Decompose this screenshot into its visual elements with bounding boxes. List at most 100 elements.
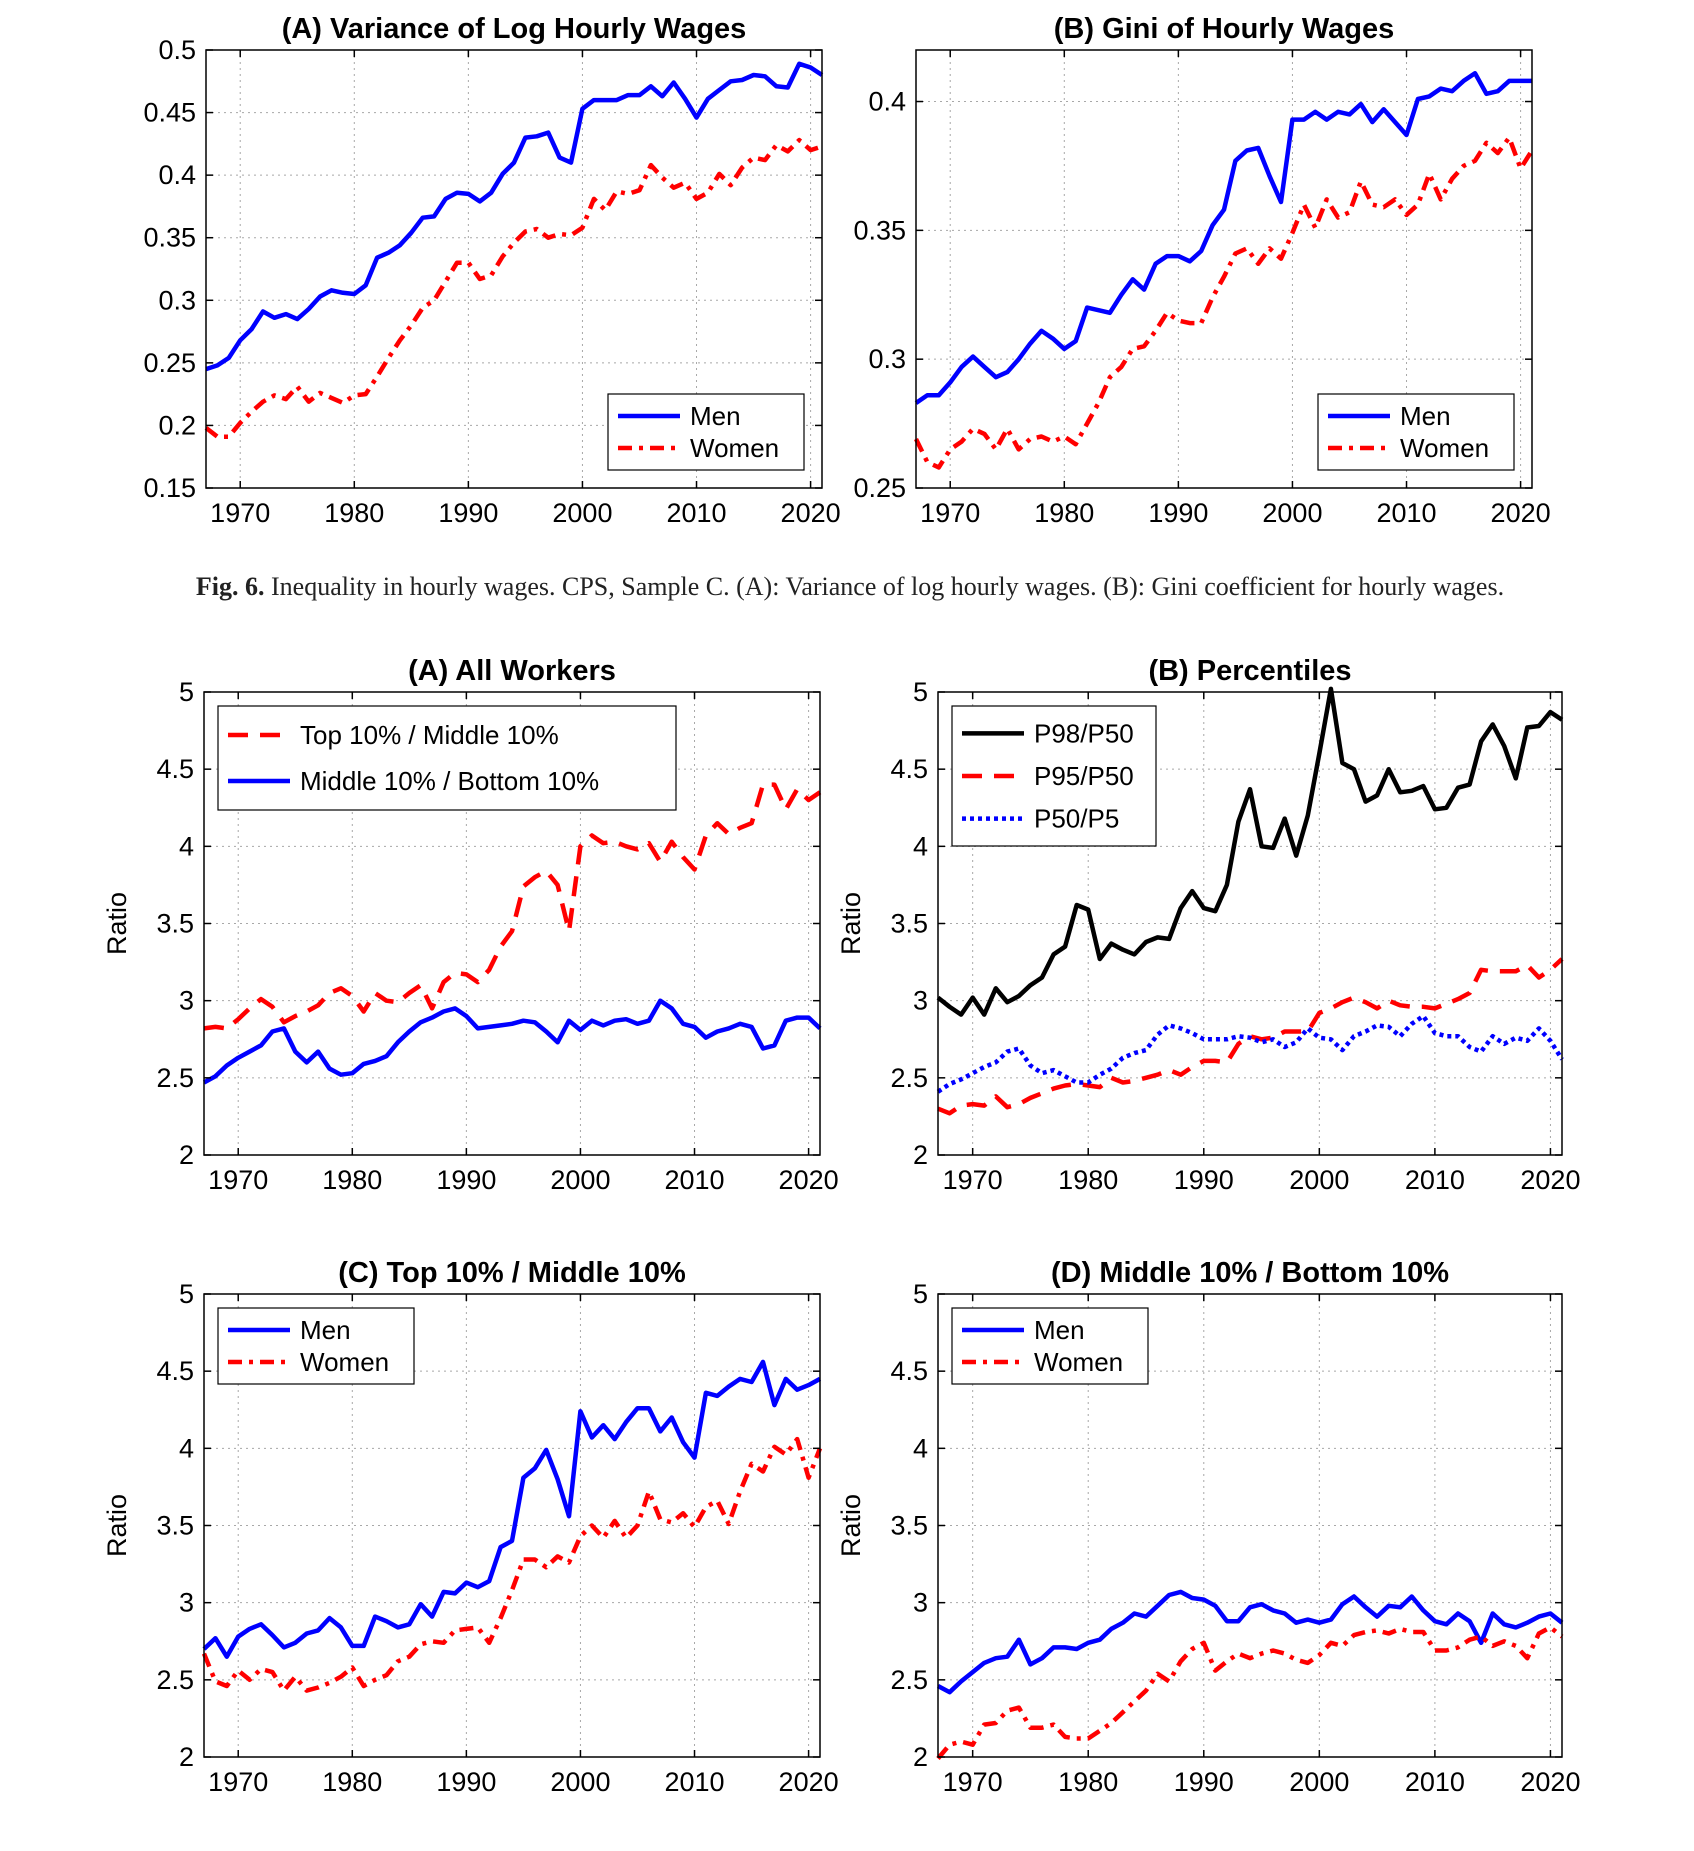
legend-label: Middle 10% / Bottom 10% (300, 766, 599, 796)
y-tick-label: 2.5 (156, 1063, 194, 1093)
x-tick-label: 1980 (1058, 1165, 1118, 1195)
legend-box (951, 1307, 1149, 1385)
series-line-1 (203, 782, 822, 1031)
series-line-1 (936, 1589, 1564, 1695)
axes-frame (205, 49, 823, 489)
y-tick-label: 0.4 (158, 160, 196, 190)
series-line-1 (936, 686, 1564, 1017)
y-tick-label: 5 (179, 1279, 194, 1309)
chart-title: (A) All Workers (408, 655, 616, 687)
chart-panel-2: 1970 1980 1990 2000 2010 2020 0.25 0.3 0.35 0.4 (B… (853, 13, 1550, 528)
x-tick-label: 1990 (1174, 1165, 1234, 1195)
legend-label: Women (1400, 433, 1489, 463)
figure-caption: Fig. 6. Inequality in hourly wages. CPS,… (60, 572, 1640, 602)
x-tick-label: 1970 (920, 498, 980, 528)
x-tick-label: 2020 (1520, 1165, 1580, 1195)
x-tick-label: 2020 (1491, 498, 1551, 528)
legend-label: Men (690, 401, 741, 431)
legend-box (217, 705, 677, 811)
y-tick-label: 0.3 (158, 285, 196, 315)
series-line-1 (914, 70, 1532, 405)
chart-panel-5: 1970 1980 1990 2000 2010 2020 2 2.5 3 3.5 4 4.5 5 (C)… (102, 1257, 839, 1797)
chart-panel-6: 1970 1980 1990 2000 2010 2020 2 2.5 3 3.5 4 4.5 5 (D)… (836, 1257, 1580, 1797)
x-tick-label: 2000 (1262, 498, 1322, 528)
y-tick-label: 0.3 (868, 344, 906, 374)
x-tick-label: 1970 (943, 1767, 1003, 1797)
x-tick-label: 1980 (1058, 1767, 1118, 1797)
y-tick-label: 4.5 (890, 754, 928, 784)
chart-title: (D) Middle 10% / Bottom 10% (1051, 1257, 1449, 1289)
x-tick-label: 1970 (210, 498, 270, 528)
x-tick-label: 2010 (1405, 1767, 1465, 1797)
y-tick-label: 2.5 (890, 1665, 928, 1695)
y-tick-label: 2 (913, 1742, 928, 1772)
y-axis-label: Ratio (836, 1494, 866, 1557)
legend-label: P98/P50 (1034, 718, 1134, 748)
x-tick-label: 2010 (664, 1767, 724, 1797)
y-tick-label: 2 (913, 1140, 928, 1170)
caption-label: Fig. 6. (195, 572, 265, 601)
x-tick-label: 1980 (324, 498, 384, 528)
legend-label: P50/P5 (1034, 804, 1119, 834)
y-tick-label: 0.35 (143, 223, 196, 253)
x-tick-label: 1990 (438, 498, 498, 528)
x-tick-label: 1990 (436, 1165, 496, 1195)
legend-label: Women (300, 1347, 389, 1377)
y-tick-label: 3.5 (890, 909, 928, 939)
y-tick-label: 5 (913, 1279, 928, 1309)
y-axis-label: Ratio (836, 892, 866, 955)
y-axis-label: Ratio (102, 892, 132, 955)
y-tick-label: 3 (179, 1588, 194, 1618)
y-tick-label: 2 (179, 1140, 194, 1170)
legend-label: Women (690, 433, 779, 463)
y-tick-label: 3.5 (156, 909, 194, 939)
x-tick-label: 2000 (552, 498, 612, 528)
y-tick-label: 2.5 (156, 1665, 194, 1695)
x-tick-label: 1980 (322, 1165, 382, 1195)
y-tick-label: 0.45 (143, 98, 196, 128)
legend-label: Men (1034, 1315, 1085, 1345)
x-tick-label: 2000 (1289, 1165, 1349, 1195)
chart-title: (C) Top 10% / Middle 10% (338, 1257, 686, 1289)
legend-box (217, 1307, 415, 1385)
x-tick-label: 1970 (943, 1165, 1003, 1195)
x-tick-label: 2020 (779, 1767, 839, 1797)
x-tick-label: 1970 (208, 1767, 268, 1797)
series-line-2 (201, 1436, 823, 1693)
y-tick-label: 3 (913, 986, 928, 1016)
x-tick-label: 1980 (322, 1767, 382, 1797)
legend-box (607, 393, 805, 471)
chart-panel-3: 1970 1980 1990 2000 2010 2020 2 2.5 3 3.5 4 4.5 5 (A)… (102, 655, 839, 1195)
y-tick-label: 3 (179, 986, 194, 1016)
y-tick-label: 4 (913, 1433, 928, 1463)
chart-title: (B) Percentiles (1148, 655, 1351, 687)
y-tick-label: 5 (913, 677, 928, 707)
y-tick-label: 4.5 (156, 1356, 194, 1386)
x-tick-label: 1970 (208, 1165, 268, 1195)
x-tick-label: 1990 (1174, 1767, 1234, 1797)
y-tick-label: 2 (179, 1742, 194, 1772)
series-line-2 (202, 998, 822, 1085)
y-tick-label: 3.5 (156, 1511, 194, 1541)
caption-text: Inequality in hourly wages. CPS, Sample … (271, 572, 1505, 601)
legend-label: Women (1034, 1347, 1123, 1377)
legend-box (1317, 393, 1515, 471)
legend-label: Top 10% / Middle 10% (300, 720, 559, 750)
series-line-2 (913, 135, 1534, 470)
y-tick-label: 0.15 (143, 473, 196, 503)
legend: P98/P50 P95/P50 P50/P5 (951, 705, 1157, 847)
legend-label: P95/P50 (1034, 761, 1134, 791)
y-tick-label: 0.5 (158, 35, 196, 65)
x-tick-label: 2020 (1520, 1767, 1580, 1797)
legend-label: Men (1400, 401, 1451, 431)
y-tick-label: 3.5 (890, 1511, 928, 1541)
chart-title: (A) Variance of Log Hourly Wages (282, 13, 747, 45)
y-tick-label: 0.35 (853, 215, 906, 245)
x-tick-label: 2020 (779, 1165, 839, 1195)
series-line-2 (937, 957, 1564, 1116)
